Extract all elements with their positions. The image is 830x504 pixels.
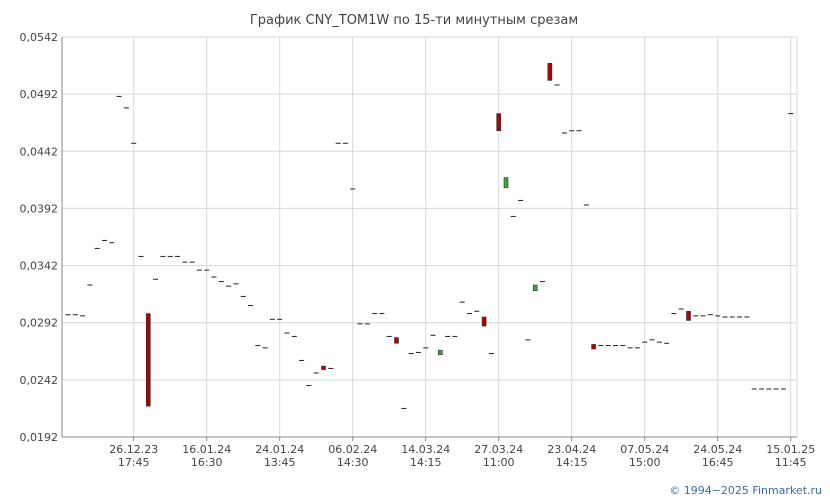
candle (532, 284, 538, 292)
y-tick-label: 0,0292 (20, 317, 59, 330)
y-tick-label: 0,0192 (20, 431, 59, 444)
candle (481, 316, 487, 327)
candle (503, 177, 509, 189)
y-tick-label: 0,0442 (20, 145, 59, 158)
x-tick-label: 15.01.25 11:45 (766, 443, 815, 469)
candle (394, 337, 399, 344)
y-tick-label: 0,0542 (20, 31, 59, 44)
candle (591, 344, 596, 350)
candle (496, 113, 502, 132)
candle (321, 365, 326, 370)
y-tick-label: 0,0392 (20, 202, 59, 215)
chart-title: График CNY_TOM1W по 15-ти минутным среза… (250, 13, 578, 28)
x-tick-label: 23.04.24 14:15 (547, 443, 596, 469)
y-tick-label: 0,0492 (20, 88, 59, 101)
candle (146, 313, 151, 407)
candle (547, 62, 553, 81)
x-tick-label: 27.03.24 11:00 (474, 443, 523, 469)
x-tick-label: 26.12.23 17:45 (109, 443, 158, 469)
candle (686, 310, 691, 321)
y-tick-label: 0,0242 (20, 374, 59, 387)
footer: © 1994−2025 Finmarket.ru (669, 484, 822, 497)
x-tick-label: 06.02.24 14:30 (328, 443, 377, 469)
y-tick-label: 0,0342 (20, 260, 59, 273)
x-tick-label: 24.05.24 16:45 (693, 443, 742, 469)
x-tick-label: 16.01.24 16:30 (182, 443, 231, 469)
x-tick-label: 24.01.24 13:45 (255, 443, 304, 469)
x-tick-label: 07.05.24 15:00 (620, 443, 669, 469)
x-tick-label: 14.03.24 14:15 (401, 443, 450, 469)
candle (437, 349, 443, 356)
